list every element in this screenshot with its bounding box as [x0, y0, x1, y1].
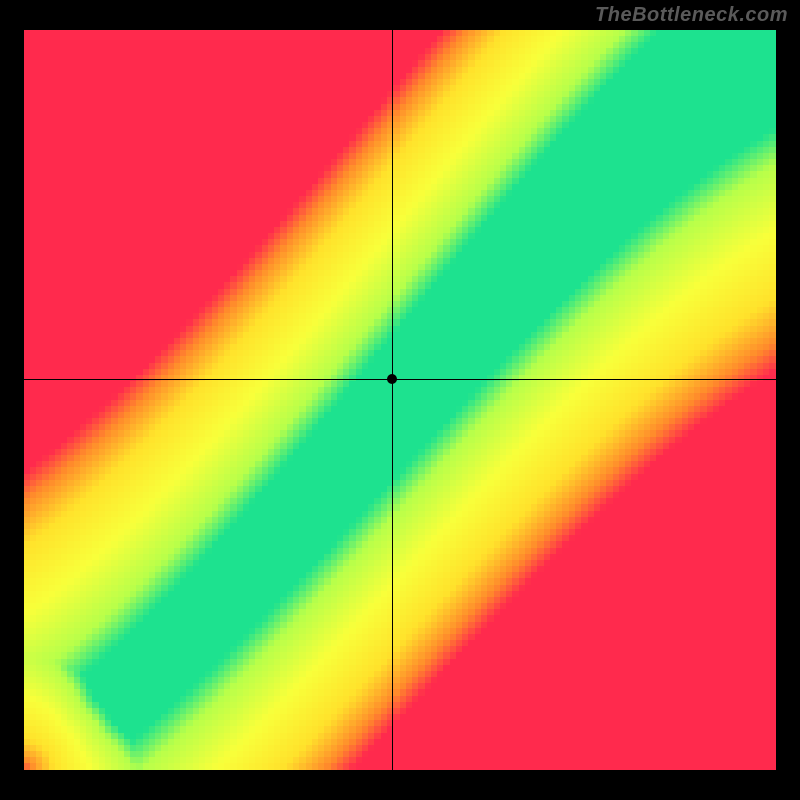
- watermark-text: TheBottleneck.com: [595, 4, 788, 27]
- crosshair-dot: [387, 374, 397, 384]
- plot-area: [24, 30, 776, 770]
- heatmap-canvas: [24, 30, 776, 770]
- root: TheBottleneck.com: [0, 0, 800, 800]
- crosshair-vertical: [392, 30, 393, 770]
- crosshair-horizontal: [24, 379, 776, 380]
